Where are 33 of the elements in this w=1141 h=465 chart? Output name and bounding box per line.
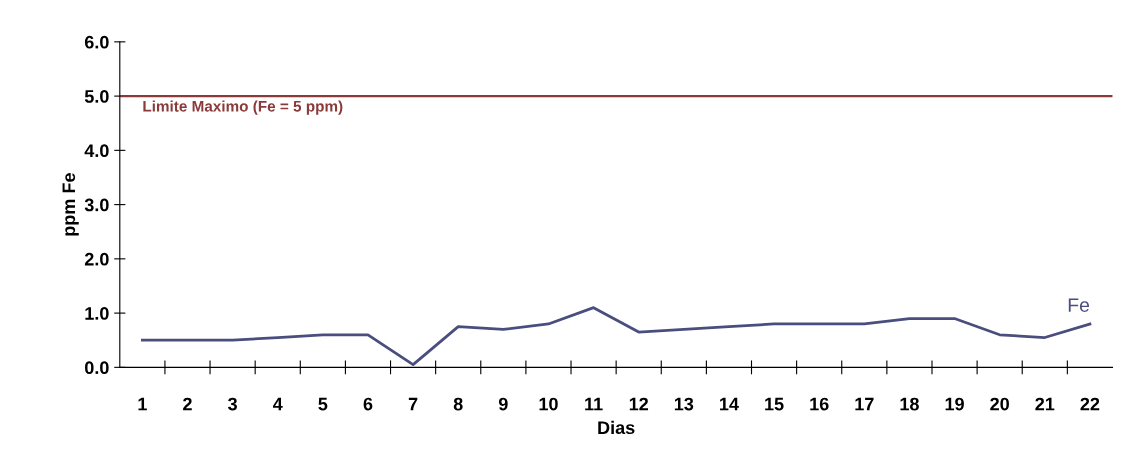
y-tick-label: 2.0 xyxy=(84,252,109,266)
x-tick-label: 21 xyxy=(1035,397,1055,411)
x-tick-label: 17 xyxy=(855,397,874,411)
x-tick-label: 1 xyxy=(138,397,147,411)
x-axis-title: Dias xyxy=(598,420,635,435)
y-tick-label: 0.0 xyxy=(85,361,109,375)
y-axis-title: ppm Fe xyxy=(62,173,79,236)
x-tick-label: 16 xyxy=(810,397,829,411)
y-tick-label: 1.0 xyxy=(85,307,109,320)
y-tick-label: 5.0 xyxy=(84,90,109,103)
x-tick-label: 10 xyxy=(539,397,558,411)
x-tick-label: 22 xyxy=(1080,397,1100,411)
x-tick-label: 11 xyxy=(585,397,603,411)
y-tick-label: 4.0 xyxy=(84,144,109,158)
x-tick-label: 6 xyxy=(363,397,373,411)
x-tick-label: 15 xyxy=(765,397,784,411)
x-tick-label: 2 xyxy=(183,397,192,411)
x-tick-label: 19 xyxy=(945,397,964,411)
y-tick-label: 6.0 xyxy=(84,35,109,49)
ref-line-label: Limite Maximo (Fe = 5 ppm) xyxy=(143,100,343,115)
x-tick-label: 7 xyxy=(408,397,418,411)
x-tick-label: 13 xyxy=(674,397,694,411)
y-tick-label: 3.0 xyxy=(84,198,109,212)
series-label: Fe xyxy=(1068,298,1090,312)
x-tick-label: 18 xyxy=(900,397,919,411)
x-tick-label: 9 xyxy=(498,397,508,411)
x-tick-label: 3 xyxy=(228,397,237,411)
x-tick-label: 8 xyxy=(453,397,463,411)
x-tick-label: 20 xyxy=(990,397,1009,411)
x-tick-label: 4 xyxy=(272,397,283,411)
x-tick-label: 5 xyxy=(318,397,328,411)
x-tick-label: 12 xyxy=(629,397,649,411)
x-tick-label: 14 xyxy=(720,397,739,411)
